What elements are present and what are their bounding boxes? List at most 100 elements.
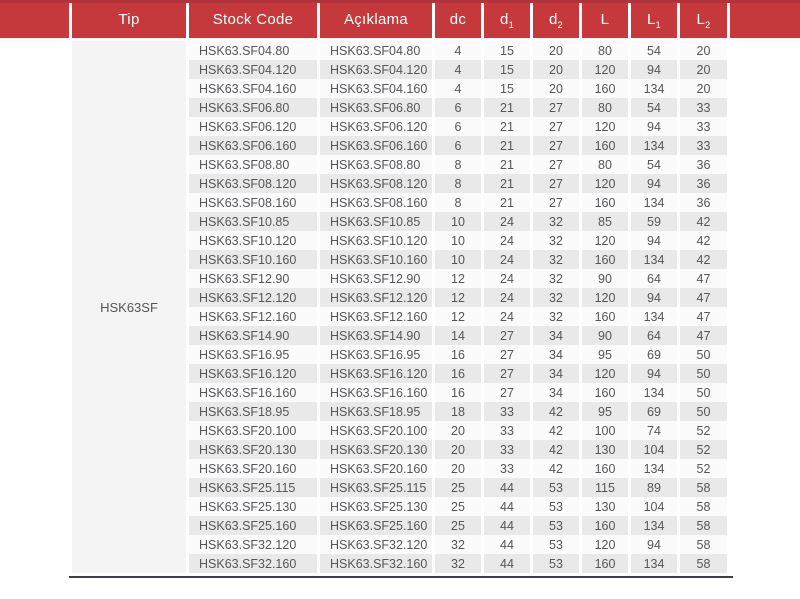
value-cell-d2: 27 — [533, 155, 579, 174]
aciklama-cell: HSK63.SF08.120 — [320, 174, 432, 193]
value-cell-L2: 36 — [680, 174, 727, 193]
value-cell-dc: 20 — [435, 440, 481, 459]
col-header-stock-code: Stock Code — [189, 0, 317, 41]
stock-code-cell: HSK63.SF32.160 — [189, 554, 317, 573]
value-cell-L1: 134 — [631, 250, 677, 269]
value-cell-L2: 20 — [680, 60, 727, 79]
value-cell-d1: 44 — [484, 497, 530, 516]
value-cell-L1: 94 — [631, 174, 677, 193]
value-cell-L2: 58 — [680, 554, 727, 573]
value-cell-d2: 53 — [533, 554, 579, 573]
value-cell-L1: 94 — [631, 117, 677, 136]
value-cell-dc: 4 — [435, 79, 481, 98]
col-header-L: L — [582, 0, 628, 41]
value-cell-L: 80 — [582, 155, 628, 174]
value-cell-L2: 47 — [680, 307, 727, 326]
stock-code-cell: HSK63.SF20.160 — [189, 459, 317, 478]
value-cell-L2: 58 — [680, 478, 727, 497]
aciklama-cell: HSK63.SF20.130 — [320, 440, 432, 459]
value-cell-d2: 32 — [533, 307, 579, 326]
value-cell-L: 120 — [582, 60, 628, 79]
value-cell-d2: 42 — [533, 440, 579, 459]
value-cell-L: 80 — [582, 98, 628, 117]
value-cell-L2: 36 — [680, 193, 727, 212]
value-cell-L2: 52 — [680, 459, 727, 478]
value-cell-L: 160 — [582, 136, 628, 155]
stock-code-cell: HSK63.SF12.90 — [189, 269, 317, 288]
value-cell-dc: 16 — [435, 364, 481, 383]
value-cell-L2: 50 — [680, 364, 727, 383]
value-cell-d2: 32 — [533, 269, 579, 288]
table-row: HSK63.SF32.120 HSK63.SF32.120 32 44 53 1… — [0, 535, 800, 554]
stock-code-cell: HSK63.SF25.130 — [189, 497, 317, 516]
table-row: HSK63.SF16.120 HSK63.SF16.120 16 27 34 1… — [0, 364, 800, 383]
table-row: HSK63.SF16.95 HSK63.SF16.95 16 27 34 95 … — [0, 345, 800, 364]
col-header-label: Açıklama — [343, 10, 409, 28]
value-cell-dc: 12 — [435, 288, 481, 307]
value-cell-L2: 58 — [680, 497, 727, 516]
stock-code-cell: HSK63.SF25.115 — [189, 478, 317, 497]
value-cell-d1: 44 — [484, 516, 530, 535]
aciklama-cell: HSK63.SF25.115 — [320, 478, 432, 497]
col-header-aciklama: Açıklama — [320, 0, 432, 41]
table-row: HSK63.SF25.115 HSK63.SF25.115 25 44 53 1… — [0, 478, 800, 497]
value-cell-L1: 59 — [631, 212, 677, 231]
stock-code-cell: HSK63.SF16.95 — [189, 345, 317, 364]
value-cell-d1: 15 — [484, 79, 530, 98]
value-cell-L: 160 — [582, 554, 628, 573]
value-cell-dc: 16 — [435, 383, 481, 402]
aciklama-cell: HSK63.SF14.90 — [320, 326, 432, 345]
stock-code-cell: HSK63.SF08.80 — [189, 155, 317, 174]
stock-code-cell: HSK63.SF14.90 — [189, 326, 317, 345]
value-cell-d1: 33 — [484, 459, 530, 478]
aciklama-cell: HSK63.SF25.160 — [320, 516, 432, 535]
value-cell-L: 160 — [582, 516, 628, 535]
aciklama-cell: HSK63.SF32.120 — [320, 535, 432, 554]
stock-code-cell: HSK63.SF08.120 — [189, 174, 317, 193]
value-cell-L: 120 — [582, 535, 628, 554]
value-cell-L1: 89 — [631, 478, 677, 497]
aciklama-cell: HSK63.SF08.160 — [320, 193, 432, 212]
value-cell-dc: 25 — [435, 497, 481, 516]
col-header-d1: d1 — [484, 0, 530, 41]
table-row: HSK63.SF12.160 HSK63.SF12.160 12 24 32 1… — [0, 307, 800, 326]
stock-code-cell: HSK63.SF12.120 — [189, 288, 317, 307]
value-cell-d2: 32 — [533, 212, 579, 231]
value-cell-L2: 33 — [680, 117, 727, 136]
value-cell-L1: 134 — [631, 79, 677, 98]
value-cell-d2: 42 — [533, 459, 579, 478]
value-cell-L1: 94 — [631, 231, 677, 250]
table-bottom-rule — [69, 576, 733, 578]
value-cell-d2: 34 — [533, 383, 579, 402]
stock-code-cell: HSK63.SF06.160 — [189, 136, 317, 155]
table-row: HSK63.SF16.160 HSK63.SF16.160 16 27 34 1… — [0, 383, 800, 402]
value-cell-d1: 24 — [484, 212, 530, 231]
value-cell-d2: 34 — [533, 326, 579, 345]
aciklama-cell: HSK63.SF10.120 — [320, 231, 432, 250]
value-cell-dc: 10 — [435, 212, 481, 231]
stock-code-cell: HSK63.SF20.130 — [189, 440, 317, 459]
value-cell-d2: 20 — [533, 79, 579, 98]
value-cell-dc: 32 — [435, 554, 481, 573]
aciklama-cell: HSK63.SF06.120 — [320, 117, 432, 136]
value-cell-L2: 47 — [680, 326, 727, 345]
stock-code-cell: HSK63.SF10.85 — [189, 212, 317, 231]
table-row: HSK63.SF10.120 HSK63.SF10.120 10 24 32 1… — [0, 231, 800, 250]
value-cell-dc: 10 — [435, 231, 481, 250]
value-cell-d2: 42 — [533, 402, 579, 421]
value-cell-L1: 64 — [631, 326, 677, 345]
col-header-subscript: 2 — [557, 19, 563, 30]
value-cell-d2: 20 — [533, 41, 579, 60]
value-cell-L1: 134 — [631, 136, 677, 155]
value-cell-L: 160 — [582, 459, 628, 478]
value-cell-L2: 42 — [680, 212, 727, 231]
value-cell-d1: 24 — [484, 250, 530, 269]
value-cell-dc: 12 — [435, 269, 481, 288]
value-cell-L1: 64 — [631, 269, 677, 288]
col-header-label: L — [647, 10, 656, 28]
value-cell-d1: 21 — [484, 136, 530, 155]
value-cell-L2: 50 — [680, 383, 727, 402]
table-row: HSK63.SF08.80 HSK63.SF08.80 8 21 27 80 5… — [0, 155, 800, 174]
value-cell-L1: 134 — [631, 307, 677, 326]
table-row: HSK63.SF06.120 HSK63.SF06.120 6 21 27 12… — [0, 117, 800, 136]
